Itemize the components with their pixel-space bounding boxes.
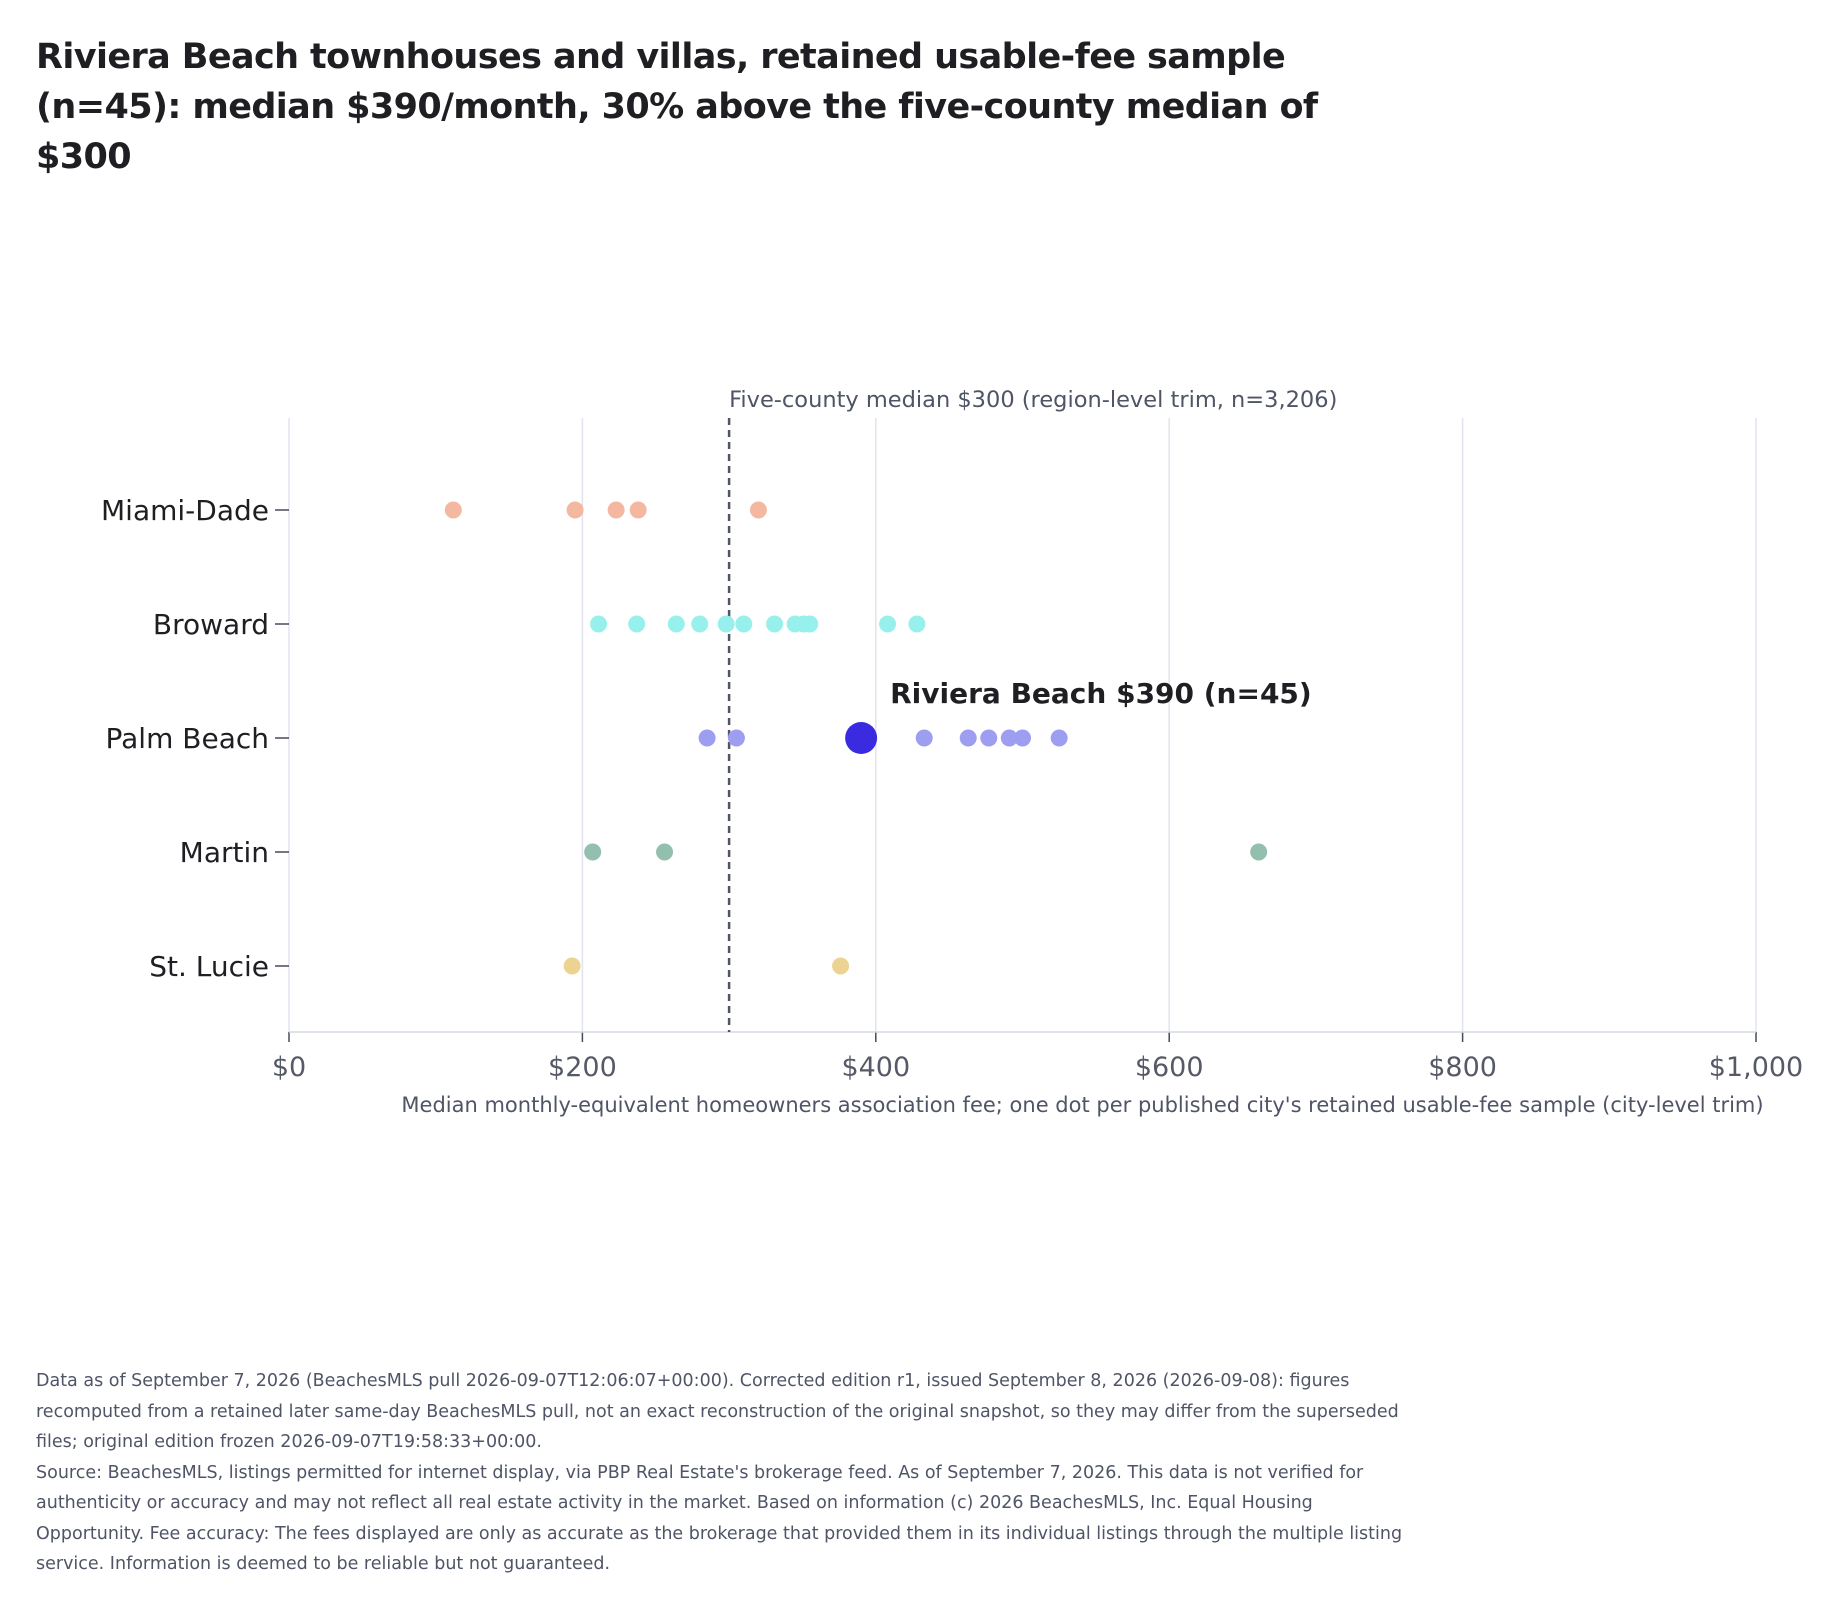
point-palm-beach <box>1000 729 1018 747</box>
category-label: St. Lucie <box>149 950 269 983</box>
point-palm-beach <box>959 729 977 747</box>
reference-line-group: Five-county median $300 (region-level tr… <box>727 387 1337 1032</box>
point-broward <box>801 615 819 633</box>
point-broward <box>766 615 784 633</box>
point-broward <box>590 615 608 633</box>
reference-line-label: Five-county median $300 (region-level tr… <box>729 387 1337 413</box>
point-broward <box>879 615 897 633</box>
point-broward <box>628 615 646 633</box>
x-tick-label: $200 <box>548 1052 617 1083</box>
point-broward <box>735 615 753 633</box>
point-st-lucie <box>832 957 850 975</box>
point-broward <box>691 615 709 633</box>
point-miami-dade <box>749 501 767 519</box>
x-tick-label: $800 <box>1428 1052 1497 1083</box>
point-martin <box>656 843 674 861</box>
category-label: Palm Beach <box>106 722 269 755</box>
category-label: Broward <box>153 608 269 641</box>
footer: Data as of September 7, 2026 (BeachesMLS… <box>36 1366 1416 1580</box>
point-miami-dade <box>607 501 625 519</box>
point-st-lucie <box>563 957 581 975</box>
x-tick-label: $400 <box>841 1052 910 1083</box>
point-palm-beach <box>698 729 716 747</box>
point-broward <box>908 615 926 633</box>
point-broward <box>667 615 685 633</box>
x-tick-label: $0 <box>272 1052 306 1083</box>
point-martin <box>584 843 602 861</box>
gridlines <box>288 418 1757 1032</box>
x-axis-title: Median monthly-equivalent homeowners ass… <box>401 1093 1763 1117</box>
point-palm-beach <box>1050 729 1068 747</box>
highlight-point-riviera-beach <box>845 722 878 754</box>
point-martin <box>1250 843 1268 861</box>
point-palm-beach <box>980 729 998 747</box>
hoa-fee-strip-chart: $0 $200 $400 $600 $800 $1,000 Miami-Dade Browar… <box>101 387 1803 1117</box>
category-label: Miami-Dade <box>101 494 269 527</box>
category-label: Martin <box>180 836 269 869</box>
point-miami-dade <box>629 501 647 519</box>
point-palm-beach <box>1014 729 1031 747</box>
annotations: Riviera Beach $390 (n=45) <box>890 677 1312 710</box>
data-points <box>444 501 1268 975</box>
point-miami-dade <box>566 501 584 519</box>
x-tick-label: $600 <box>1135 1052 1204 1083</box>
highlight-label: Riviera Beach $390 (n=45) <box>890 677 1312 710</box>
point-palm-beach <box>915 729 933 747</box>
source-note: Source: BeachesMLS, listings permitted f… <box>36 1462 1403 1575</box>
x-tick-label: $1,000 <box>1709 1052 1803 1083</box>
chart-title: Riviera Beach townhouses and villas, ret… <box>36 37 1318 177</box>
point-broward <box>717 615 735 633</box>
edition-note: Data as of September 7, 2026 (BeachesMLS… <box>36 1371 1399 1452</box>
point-miami-dade <box>444 501 462 519</box>
axes: $0 $200 $400 $600 $800 $1,000 Miami-Dade Browar… <box>101 494 1803 1117</box>
point-palm-beach <box>727 729 745 747</box>
